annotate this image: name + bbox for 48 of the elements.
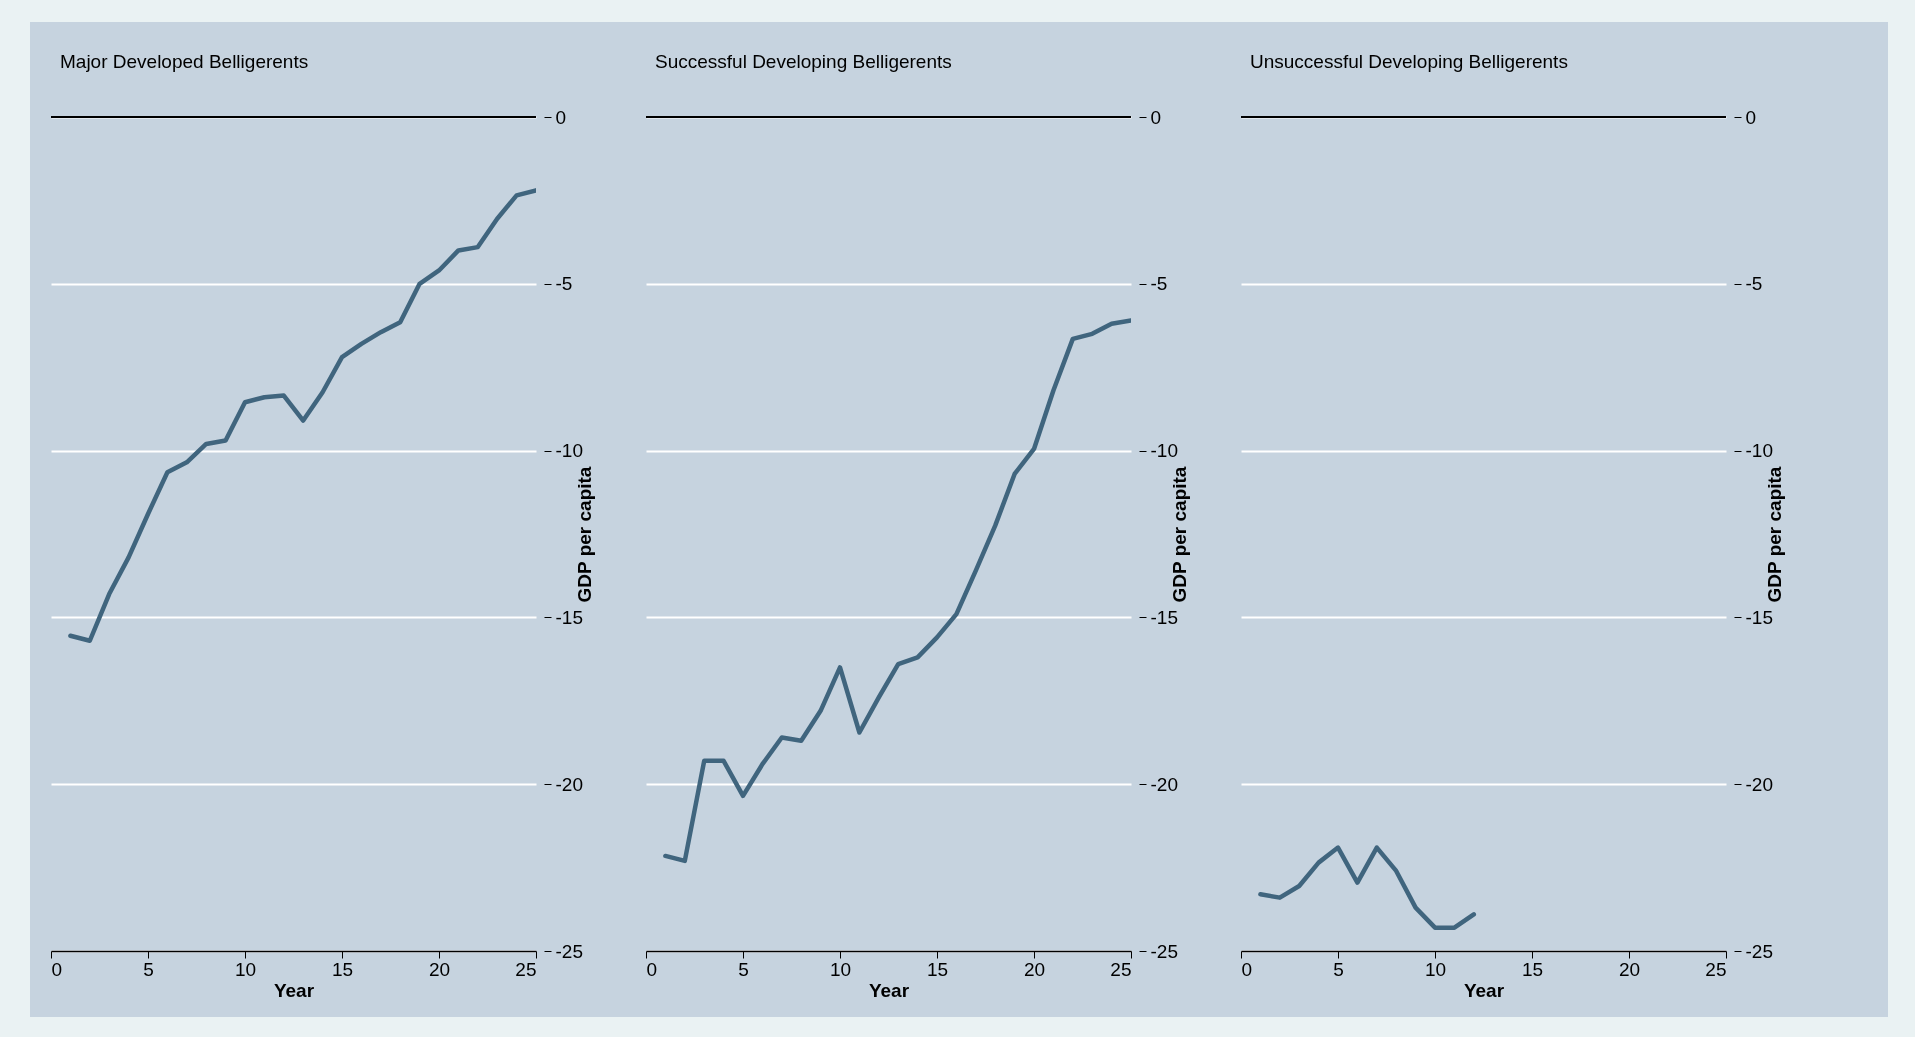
- y-tick-label: -20: [555, 773, 583, 795]
- x-tick-label: 20: [1023, 958, 1046, 980]
- y-tick-label: -15: [555, 606, 583, 628]
- y-tick-label: -10: [1745, 440, 1773, 462]
- x-tick-label: 10: [234, 958, 257, 980]
- y-axis-title: GDP per capita: [1763, 466, 1785, 603]
- y-tick-label: 0: [555, 106, 567, 128]
- x-tick-label: 20: [1618, 958, 1641, 980]
- y-tick-label: -20: [1745, 773, 1773, 795]
- x-tick-label: 0: [646, 958, 658, 980]
- x-axis-title: Year: [1463, 979, 1505, 1001]
- y-tick-label: 0: [1745, 106, 1757, 128]
- y-tick-label: -5: [1745, 273, 1763, 295]
- x-tick-label: 10: [1424, 958, 1447, 980]
- y-tick-label: -15: [1150, 606, 1178, 628]
- x-tick-label: 0: [1241, 958, 1253, 980]
- x-tick-label: 25: [1705, 958, 1727, 980]
- x-tick-label: 15: [331, 958, 354, 980]
- x-tick-label: 25: [1110, 958, 1132, 980]
- y-tick-label: -15: [1745, 606, 1773, 628]
- line-series: [663, 318, 1131, 864]
- x-tick-label: 5: [143, 958, 154, 980]
- y-tick-label: -10: [1150, 440, 1178, 462]
- y-tick-label: -5: [555, 273, 573, 295]
- y-tick-label: -25: [555, 940, 583, 962]
- x-axis-title: Year: [868, 979, 910, 1001]
- y-tick-label: -25: [1150, 940, 1178, 962]
- x-tick-label: 0: [51, 958, 63, 980]
- y-tick-label: 0: [1150, 106, 1162, 128]
- y-axis-title: GDP per capita: [1168, 466, 1190, 603]
- x-tick-label: 20: [428, 958, 451, 980]
- y-tick-label: -20: [1150, 773, 1178, 795]
- chart-title: Unsuccessful Developing Belligerents: [1250, 51, 1568, 72]
- x-tick-label: 25: [515, 958, 537, 980]
- x-tick-label: 10: [829, 958, 852, 980]
- x-tick-label: 5: [1333, 958, 1344, 980]
- x-tick-label: 5: [738, 958, 749, 980]
- x-tick-label: 15: [1521, 958, 1544, 980]
- line-series: [68, 188, 536, 643]
- x-tick-label: 15: [926, 958, 949, 980]
- x-axis-title: Year: [273, 979, 315, 1001]
- y-tick-label: -25: [1745, 940, 1773, 962]
- y-tick-label: -10: [555, 440, 583, 462]
- chart-title: Major Developed Belligerents: [60, 51, 309, 72]
- line-series: [1258, 845, 1477, 930]
- chart-title: Successful Developing Belligerents: [655, 51, 952, 72]
- y-axis-title: GDP per capita: [573, 466, 595, 603]
- y-tick-label: -5: [1150, 273, 1168, 295]
